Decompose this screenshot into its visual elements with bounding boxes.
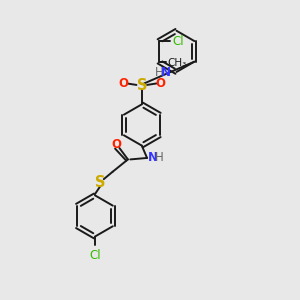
Text: CH₃: CH₃ <box>167 58 186 68</box>
Text: O: O <box>155 77 165 90</box>
Text: O: O <box>118 77 128 90</box>
Text: N: N <box>161 66 171 79</box>
Text: O: O <box>111 138 122 151</box>
Text: H: H <box>155 152 164 164</box>
Text: S: S <box>95 175 106 190</box>
Text: H: H <box>155 66 164 79</box>
Text: N: N <box>148 152 158 164</box>
Text: Cl: Cl <box>172 34 184 48</box>
Text: Cl: Cl <box>89 249 101 262</box>
Text: S: S <box>136 78 147 93</box>
